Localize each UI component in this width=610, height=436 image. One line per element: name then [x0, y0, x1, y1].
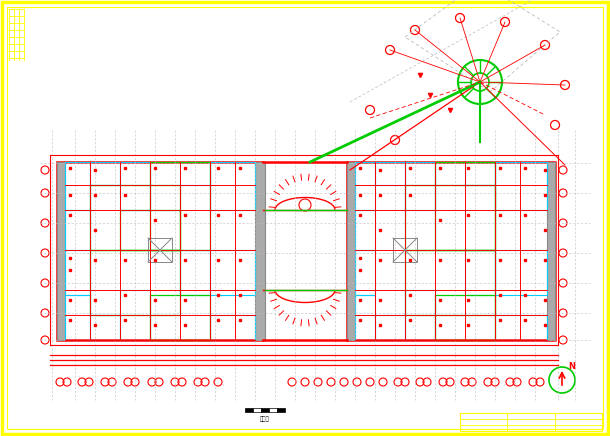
Bar — [210, 250, 255, 295]
Bar — [255, 162, 265, 340]
Bar — [120, 162, 150, 210]
Bar — [355, 162, 375, 210]
Bar — [495, 315, 547, 340]
Bar — [148, 238, 172, 262]
Bar — [120, 210, 180, 250]
Bar — [405, 162, 435, 210]
Bar — [375, 162, 405, 185]
Bar — [405, 185, 495, 250]
Bar — [90, 162, 120, 185]
Bar — [405, 250, 495, 315]
Bar — [261, 408, 269, 412]
Bar — [210, 315, 255, 340]
Bar — [495, 162, 547, 210]
Bar — [90, 315, 120, 340]
Bar — [347, 162, 355, 340]
Bar — [210, 162, 255, 210]
Text: 比例尺: 比例尺 — [260, 416, 270, 422]
Bar — [180, 162, 210, 185]
Bar — [65, 162, 90, 210]
Bar — [57, 162, 65, 340]
Bar — [547, 162, 555, 340]
Bar — [355, 250, 375, 295]
Bar — [277, 408, 285, 412]
Bar — [150, 295, 210, 340]
Bar — [495, 250, 547, 295]
Bar — [347, 162, 555, 340]
Bar — [57, 162, 263, 340]
Text: N: N — [569, 361, 575, 371]
Bar — [120, 290, 150, 340]
Bar — [245, 408, 253, 412]
Bar — [90, 250, 180, 315]
Bar — [435, 162, 495, 250]
Bar — [150, 162, 210, 250]
Bar — [355, 210, 375, 250]
Bar — [405, 290, 435, 340]
Bar — [393, 238, 417, 262]
Bar — [465, 250, 495, 295]
Bar — [65, 250, 90, 295]
Bar — [355, 295, 375, 340]
Bar — [180, 250, 210, 295]
Bar — [465, 162, 495, 185]
Bar — [253, 408, 261, 412]
Bar — [65, 210, 90, 250]
Bar — [375, 315, 405, 340]
Bar — [65, 295, 90, 340]
Bar — [435, 295, 495, 340]
Bar — [460, 413, 602, 431]
Bar — [269, 408, 277, 412]
Bar — [90, 185, 180, 250]
